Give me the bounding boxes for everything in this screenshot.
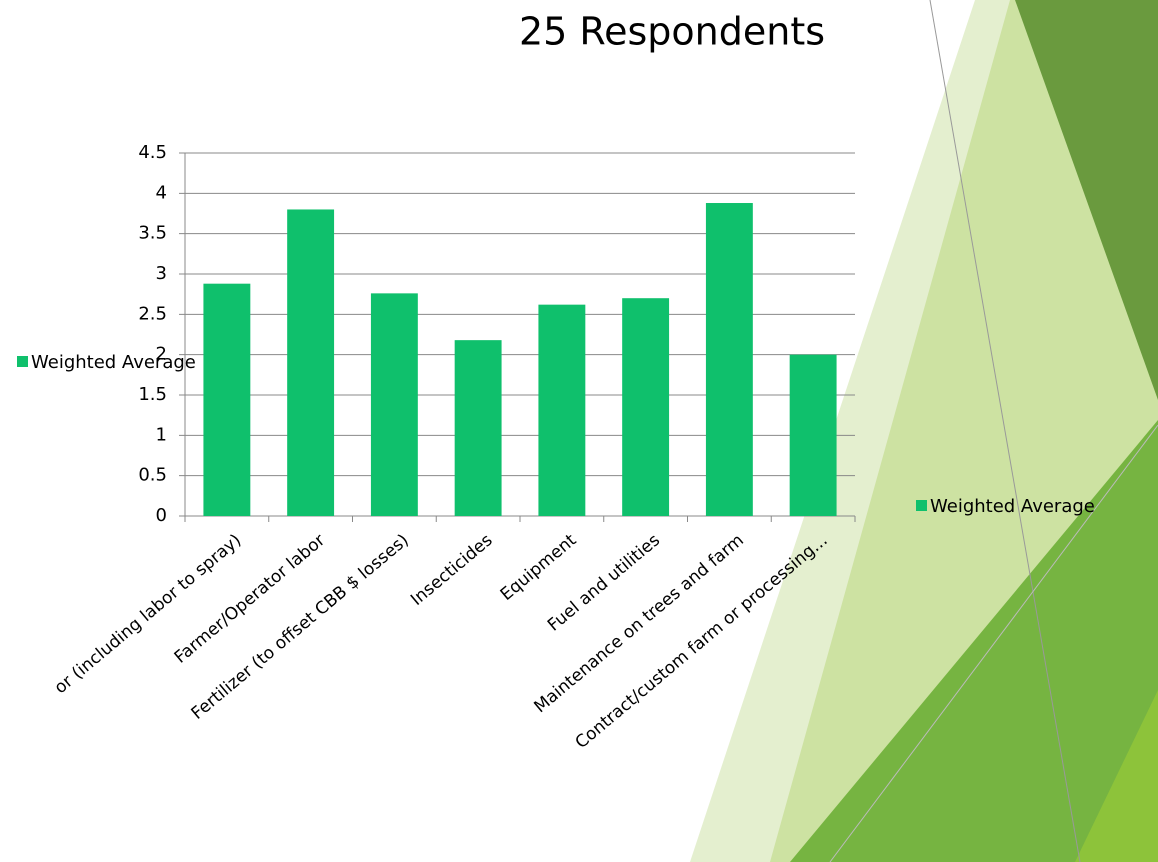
y-tick-label: 3.5 — [138, 223, 167, 244]
y-tick-label: 2.5 — [138, 303, 167, 324]
bar — [287, 209, 335, 516]
legend-swatch — [916, 500, 927, 511]
decoration — [690, 0, 1158, 862]
y-tick-label: 4 — [156, 182, 167, 203]
bar — [203, 283, 251, 516]
x-tick-label: Farmer/Operator labor — [171, 530, 329, 667]
y-tick-label: 0 — [156, 505, 167, 526]
y-tick-label: 0.5 — [138, 465, 167, 486]
bar — [705, 203, 753, 516]
bar — [789, 354, 837, 516]
bar — [622, 298, 670, 516]
y-tick-label: 3 — [156, 263, 167, 284]
bar — [370, 293, 418, 516]
y-tick-label: 1 — [156, 424, 167, 445]
y-tick-label: 4.5 — [138, 142, 167, 163]
legend-label: Weighted Average — [31, 352, 196, 373]
y-tick-label: 2 — [156, 344, 167, 365]
bar — [454, 340, 502, 516]
legend-swatch — [17, 356, 28, 367]
legend-label: Weighted Average — [930, 496, 1095, 517]
x-tick-label: Equipment — [497, 530, 581, 605]
chart-title: 25 Respondents — [519, 10, 825, 54]
bar — [538, 304, 586, 516]
y-tick-label: 1.5 — [138, 384, 167, 405]
x-tick-label: Insecticides — [407, 530, 497, 610]
